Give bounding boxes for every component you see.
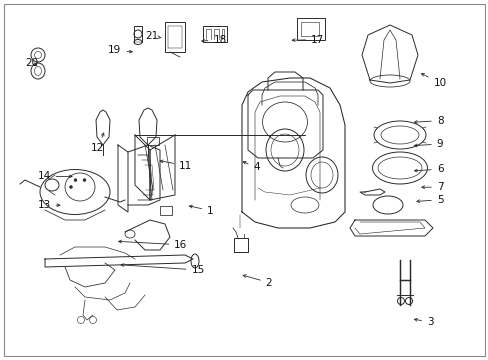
Text: 11: 11 [160,160,192,171]
Text: 19: 19 [108,45,132,55]
Bar [296,18,325,40]
Text: 13: 13 [37,200,60,210]
Text: 5: 5 [416,195,443,205]
Text: 9: 9 [414,139,443,149]
Ellipse shape [74,179,77,181]
Text: 7: 7 [421,182,443,192]
Text: 4: 4 [243,161,260,172]
Text: 16: 16 [119,240,187,250]
Text: 3: 3 [413,317,433,327]
Text: 10: 10 [421,73,446,88]
Text: 12: 12 [91,133,104,153]
Text: 15: 15 [121,264,204,275]
Bar [301,22,318,36]
Ellipse shape [83,179,86,181]
Bar [164,22,184,52]
Text: 20: 20 [25,58,38,68]
Text: 6: 6 [414,164,443,174]
Text: 18: 18 [202,35,226,45]
Bar [203,26,226,42]
Bar [147,137,159,145]
Text: 17: 17 [292,35,324,45]
Bar [160,206,172,215]
Text: 2: 2 [243,275,272,288]
Text: 14: 14 [37,171,72,181]
Ellipse shape [69,185,72,189]
Text: 8: 8 [414,116,443,126]
Text: 1: 1 [189,205,213,216]
Text: 21: 21 [144,31,161,41]
